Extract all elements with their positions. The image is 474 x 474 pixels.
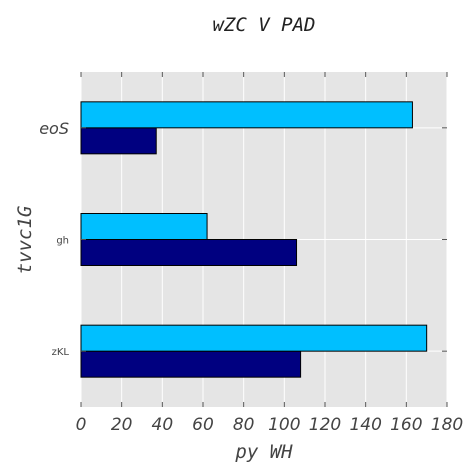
x-tick-label-2: 40 — [152, 415, 174, 435]
y-tick-label-0: zKL — [52, 347, 70, 358]
y-tick-label-1: gh — [56, 236, 69, 247]
chart-title: wZC V PAD — [213, 14, 316, 36]
x-tick-label-8: 160 — [390, 415, 422, 435]
x-ticks: 0 20 40 60 80 100 120 140 160 180 — [76, 72, 463, 435]
x-tick-label-7: 140 — [349, 415, 381, 435]
y-axis-label: tvvc1G — [14, 206, 36, 275]
bar-s0-gh — [80, 239, 298, 266]
y-ticks: zKL gh eoS — [39, 119, 447, 358]
y-tick-label-2: eoS — [39, 119, 69, 138]
bar-s1-eoS — [80, 101, 413, 129]
bar-s1-gh — [80, 213, 208, 240]
bar-s1-zKL — [80, 324, 428, 352]
x-tick-label-1: 20 — [111, 415, 133, 435]
x-tick-label-5: 100 — [268, 415, 300, 435]
x-axis-label: py WH — [234, 441, 293, 463]
bar-s0-eoS — [80, 127, 157, 155]
x-tick-label-9: 180 — [431, 415, 463, 435]
x-tick-label-3: 60 — [192, 415, 214, 435]
x-tick-label-0: 0 — [76, 415, 87, 435]
bars — [80, 101, 428, 378]
x-tick-label-4: 80 — [233, 415, 255, 435]
bar-s0-zKL — [80, 350, 302, 378]
x-tick-label-6: 120 — [309, 415, 341, 435]
